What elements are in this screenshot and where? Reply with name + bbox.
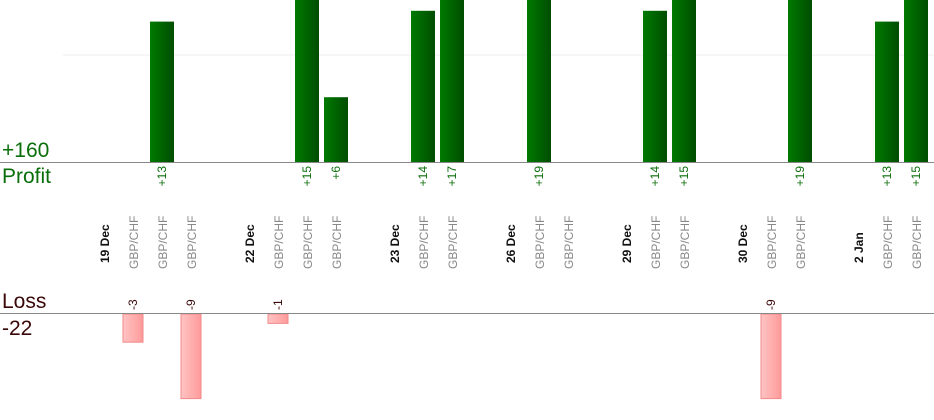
profit-bar[interactable] — [295, 0, 319, 162]
pair-label: GBP/CHF — [330, 216, 344, 269]
loss-bar[interactable] — [267, 313, 289, 324]
loss-value-label: -3 — [126, 299, 140, 310]
date-label: 30 Dec — [736, 224, 750, 263]
profit-bar[interactable] — [875, 21, 899, 162]
pair-label: GBP/CHF — [272, 216, 286, 269]
loss-value-label: -9 — [184, 299, 198, 310]
loss-bar[interactable] — [760, 313, 782, 400]
pair-label: GBP/CHF — [446, 216, 460, 269]
pair-label: GBP/CHF — [417, 216, 431, 269]
pair-label: GBP/CHF — [794, 216, 808, 269]
loss-axis-label: Loss — [2, 290, 47, 313]
profit-value-label: +19 — [793, 166, 807, 187]
pair-label: GBP/CHF — [127, 216, 141, 269]
loss-value-label: -9 — [764, 299, 778, 310]
profit-value-label: +6 — [329, 166, 343, 180]
pair-label: GBP/CHF — [533, 216, 547, 269]
profit-value-label: +13 — [880, 166, 894, 187]
pair-label: GBP/CHF — [562, 216, 576, 269]
profit-value-label: +13 — [155, 166, 169, 187]
profit-total: +160 — [2, 139, 50, 162]
pair-label: GBP/CHF — [649, 216, 663, 269]
profit-bar[interactable] — [440, 0, 464, 162]
profit-value-label: +14 — [416, 166, 430, 187]
profit-value-label: +14 — [648, 166, 662, 187]
loss-value-label: -1 — [271, 299, 285, 310]
profit-bar[interactable] — [150, 21, 174, 162]
profit-bar[interactable] — [643, 10, 667, 162]
loss-bar[interactable] — [180, 313, 202, 400]
date-label: 19 Dec — [98, 224, 112, 263]
date-label: 26 Dec — [504, 224, 518, 263]
profit-bar[interactable] — [527, 0, 551, 162]
loss-total: -22 — [2, 317, 33, 340]
date-label: 29 Dec — [620, 224, 634, 263]
pair-label: GBP/CHF — [910, 216, 924, 269]
profit-value-label: +15 — [677, 166, 691, 187]
profit-bar[interactable] — [411, 10, 435, 162]
profit-bar[interactable] — [324, 97, 348, 162]
date-label: 22 Dec — [243, 224, 257, 263]
pair-label: GBP/CHF — [185, 216, 199, 269]
pair-label: GBP/CHF — [156, 216, 170, 269]
pair-label: GBP/CHF — [881, 216, 895, 269]
profit-bar[interactable] — [788, 0, 812, 162]
pair-label: GBP/CHF — [301, 216, 315, 269]
date-label: 2 Jan — [852, 232, 866, 263]
profit-value-label: +19 — [532, 166, 546, 187]
profit-value-label: +15 — [300, 166, 314, 187]
loss-bar[interactable] — [122, 313, 144, 343]
pair-label: GBP/CHF — [678, 216, 692, 269]
pair-label: GBP/CHF — [765, 216, 779, 269]
profit-axis-label: Profit — [2, 165, 52, 188]
profit-bar[interactable] — [904, 0, 928, 162]
profit-value-label: +17 — [445, 166, 459, 187]
profit-bar[interactable] — [672, 0, 696, 162]
date-label: 23 Dec — [388, 224, 402, 263]
profit-value-label: +15 — [909, 166, 923, 187]
